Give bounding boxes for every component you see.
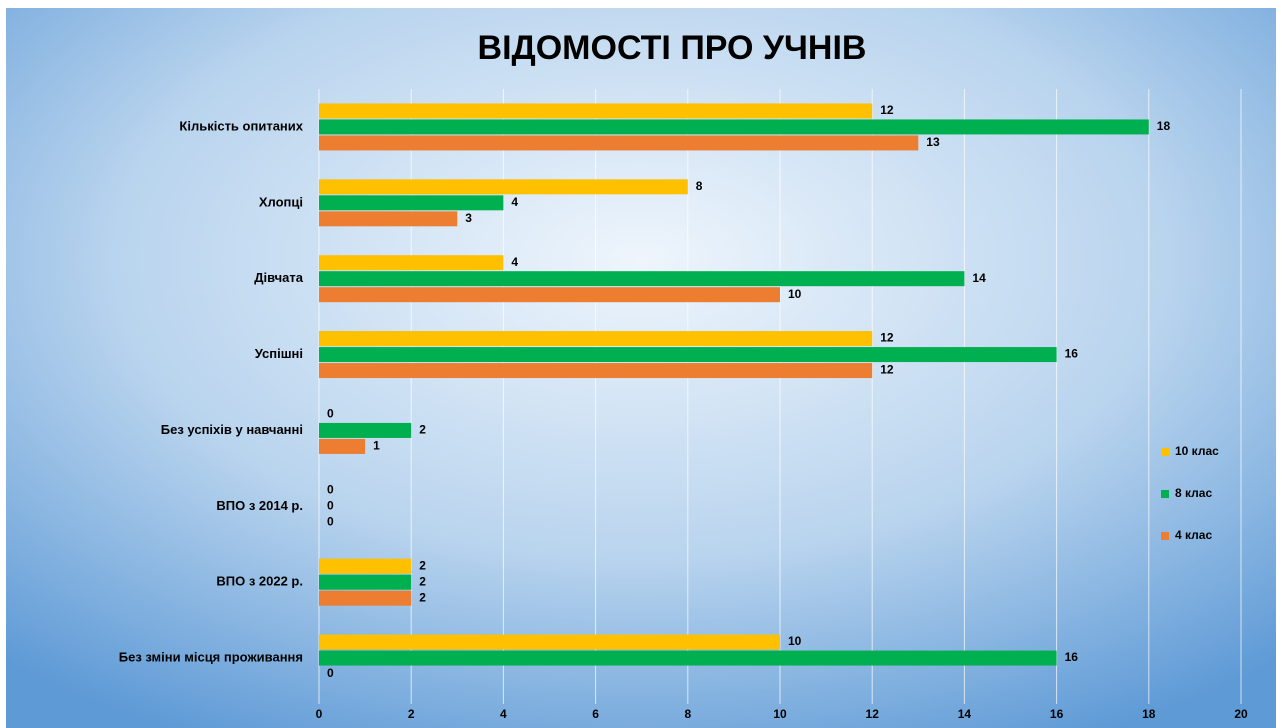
data-label: 0: [327, 514, 334, 528]
y-tick-label: Без успіхів у навчанні: [161, 422, 303, 437]
x-tick-label: 16: [1050, 707, 1064, 721]
bar: [319, 255, 504, 271]
bar: [319, 363, 873, 379]
legend-label: 4 клас: [1175, 528, 1212, 542]
x-tick-label: 0: [316, 707, 323, 721]
data-label: 0: [327, 407, 334, 421]
data-label: 13: [926, 135, 940, 149]
data-label: 0: [327, 666, 334, 680]
data-label: 14: [972, 271, 986, 285]
bar: [319, 103, 873, 119]
data-label: 1: [373, 439, 380, 453]
bar: [319, 634, 780, 650]
legend-swatch: [1161, 490, 1169, 498]
bar: [319, 287, 780, 303]
data-label: 16: [1065, 650, 1079, 664]
data-label: 2: [419, 558, 426, 572]
x-tick-label: 12: [866, 707, 880, 721]
data-label: 2: [419, 590, 426, 604]
data-label: 18: [1157, 119, 1171, 133]
y-tick-label: Хлопці: [259, 194, 303, 209]
data-label: 12: [880, 331, 894, 345]
y-tick-label: Кількість опитаних: [179, 118, 303, 133]
data-label: 8: [696, 179, 703, 193]
y-tick-label: ВПО з 2014 р.: [216, 498, 303, 513]
bar: [319, 574, 412, 590]
bar: [319, 211, 458, 227]
x-tick-label: 14: [958, 707, 972, 721]
bar: [319, 347, 1057, 363]
bar: [319, 179, 688, 195]
bar: [319, 135, 919, 151]
x-tick-label: 10: [773, 707, 787, 721]
bar: [319, 195, 504, 211]
x-tick-label: 4: [500, 707, 507, 721]
bar: [319, 422, 412, 438]
data-label: 16: [1065, 347, 1079, 361]
data-label: 4: [511, 195, 518, 209]
bar: [319, 558, 412, 574]
chart-title: ВІДОМОСТІ ПРО УЧНІВ: [478, 29, 867, 67]
bar: [319, 590, 412, 606]
data-label: 3: [465, 211, 472, 225]
data-label: 12: [880, 103, 894, 117]
y-tick-label: ВПО з 2022 р.: [216, 574, 303, 589]
legend-swatch: [1161, 448, 1169, 456]
bar: [319, 331, 873, 347]
x-tick-label: 18: [1142, 707, 1156, 721]
y-tick-label: Успішні: [255, 346, 303, 361]
bar: [319, 271, 965, 287]
x-tick-label: 8: [684, 707, 691, 721]
x-tick-label: 20: [1234, 707, 1248, 721]
y-tick-label: Дівчата: [254, 270, 304, 285]
x-tick-label: 6: [592, 707, 599, 721]
legend-label: 10 клас: [1175, 444, 1219, 458]
y-tick-label: Без зміни місця проживання: [119, 650, 303, 665]
data-label: 4: [511, 255, 518, 269]
data-label: 10: [788, 287, 802, 301]
bar: [319, 119, 1149, 135]
data-label: 12: [880, 363, 894, 377]
x-tick-label: 2: [408, 707, 415, 721]
data-label: 0: [327, 498, 334, 512]
data-label: 10: [788, 634, 802, 648]
bar: [319, 438, 366, 454]
data-label: 2: [419, 574, 426, 588]
data-label: 0: [327, 482, 334, 496]
bar: [319, 650, 1057, 666]
legend-swatch: [1161, 532, 1169, 540]
legend-label: 8 клас: [1175, 486, 1212, 500]
data-label: 2: [419, 423, 426, 437]
